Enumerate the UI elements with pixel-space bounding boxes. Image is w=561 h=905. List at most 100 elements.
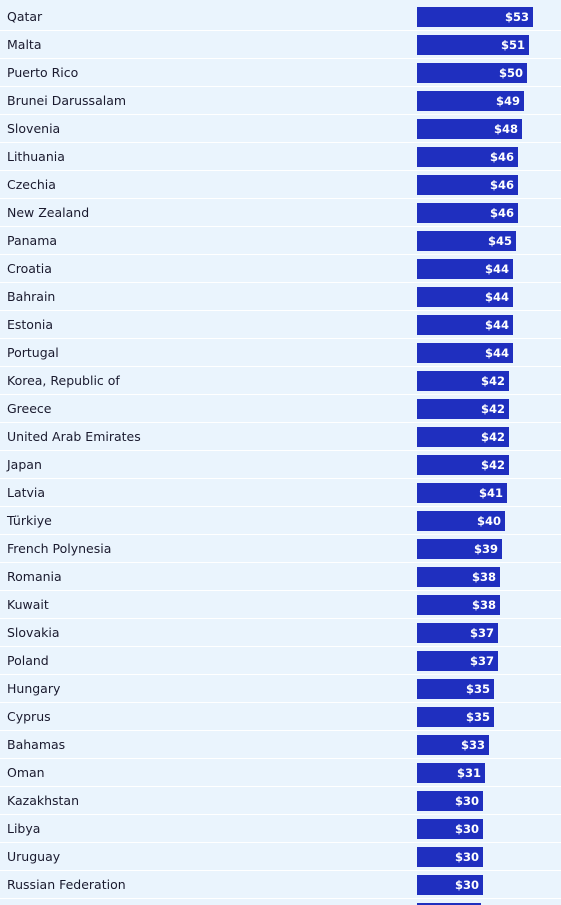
bar-value-label: $30 xyxy=(454,878,479,892)
category-label: Qatar xyxy=(7,9,43,24)
table-row: Slovakia $37 xyxy=(0,619,561,647)
table-row: Türkiye $40 xyxy=(0,507,561,535)
table-row: Poland $37 xyxy=(0,647,561,675)
table-row: Kuwait $38 xyxy=(0,591,561,619)
category-label: Brunei Darussalam xyxy=(7,93,127,108)
category-label: Japan xyxy=(7,457,42,472)
table-row: Lithuania $46 xyxy=(0,143,561,171)
table-row: French Polynesia $39 xyxy=(0,535,561,563)
category-label: Romania xyxy=(7,569,62,584)
bar-value-label: $35 xyxy=(465,710,490,724)
category-label: Czechia xyxy=(7,177,56,192)
category-label: Türkiye xyxy=(7,513,52,528)
category-label: Slovenia xyxy=(7,121,61,136)
bar: $42 xyxy=(417,427,509,447)
bar-value-label: $38 xyxy=(471,570,496,584)
bar: $41 xyxy=(417,483,507,503)
bar: $48 xyxy=(417,119,522,139)
table-row: Croatia $44 xyxy=(0,255,561,283)
bar: $44 xyxy=(417,287,513,307)
bar: $37 xyxy=(417,651,498,671)
bar-value-label: $44 xyxy=(484,290,509,304)
table-row: Malta $51 xyxy=(0,31,561,59)
table-row: Uruguay $30 xyxy=(0,843,561,871)
bar-value-label: $30 xyxy=(454,794,479,808)
bar: $42 xyxy=(417,371,509,391)
table-row: Latvia $41 xyxy=(0,479,561,507)
bar-value-label: $31 xyxy=(456,766,481,780)
category-label: Uruguay xyxy=(7,849,61,864)
category-label: Poland xyxy=(7,653,49,668)
category-label: United Arab Emirates xyxy=(7,429,141,444)
bar: $30 xyxy=(417,847,483,867)
bar-value-label: $37 xyxy=(469,626,494,640)
table-row: Brunei Darussalam $49 xyxy=(0,87,561,115)
bar-value-label: $39 xyxy=(473,542,498,556)
category-label: Latvia xyxy=(7,485,46,500)
bar: $46 xyxy=(417,203,518,223)
bar-value-label: $42 xyxy=(480,430,505,444)
table-row: Bahrain $44 xyxy=(0,283,561,311)
bar-value-label: $40 xyxy=(476,514,501,528)
category-label: Malta xyxy=(7,37,42,52)
table-row: Russian Federation $30 xyxy=(0,871,561,899)
bar-value-label: $37 xyxy=(469,654,494,668)
category-label: Lithuania xyxy=(7,149,65,164)
bar-value-label: $30 xyxy=(454,822,479,836)
bar: $44 xyxy=(417,259,513,279)
table-row: Hungary $35 xyxy=(0,675,561,703)
bar: $44 xyxy=(417,315,513,335)
bar: $35 xyxy=(417,707,494,727)
table-row: Puerto Rico $50 xyxy=(0,59,561,87)
category-label: Hungary xyxy=(7,681,61,696)
bar-value-label: $50 xyxy=(498,66,523,80)
table-row: Kazakhstan $30 xyxy=(0,787,561,815)
category-label: Panama xyxy=(7,233,58,248)
bar-value-label: $48 xyxy=(493,122,518,136)
bar: $45 xyxy=(417,231,516,251)
bar: $46 xyxy=(417,175,518,195)
bar-value-label: $42 xyxy=(480,374,505,388)
table-row: United Arab Emirates $42 xyxy=(0,423,561,451)
table-row: Panama $45 xyxy=(0,227,561,255)
bar-value-label: $44 xyxy=(484,318,509,332)
category-label: Portugal xyxy=(7,345,59,360)
category-label: Croatia xyxy=(7,261,52,276)
category-label: Slovakia xyxy=(7,625,60,640)
bar: $30 xyxy=(417,875,483,895)
category-label: Estonia xyxy=(7,317,54,332)
bar-value-label: $46 xyxy=(489,206,514,220)
category-label: Bahamas xyxy=(7,737,66,752)
table-row: Portugal $44 xyxy=(0,339,561,367)
bar-value-label: $41 xyxy=(478,486,503,500)
bar: $38 xyxy=(417,595,500,615)
bar: $46 xyxy=(417,147,518,167)
bar-value-label: $33 xyxy=(460,738,485,752)
category-label: Libya xyxy=(7,821,41,836)
bar-value-label: $45 xyxy=(487,234,512,248)
table-row: Greece $42 xyxy=(0,395,561,423)
bar-value-label: $42 xyxy=(480,458,505,472)
bar: $51 xyxy=(417,35,529,55)
bar: $42 xyxy=(417,455,509,475)
bar-value-label: $46 xyxy=(489,150,514,164)
bar: $53 xyxy=(417,7,533,27)
table-row: Slovenia $48 xyxy=(0,115,561,143)
bar-value-label: $38 xyxy=(471,598,496,612)
bar-value-label: $53 xyxy=(504,10,529,24)
bar-value-label: $46 xyxy=(489,178,514,192)
table-row: Estonia $44 xyxy=(0,311,561,339)
category-label: Korea, Republic of xyxy=(7,373,120,388)
bar: $33 xyxy=(417,735,489,755)
bar: $37 xyxy=(417,623,498,643)
category-label: Cyprus xyxy=(7,709,51,724)
table-row: Cyprus $35 xyxy=(0,703,561,731)
bar-value-label: $35 xyxy=(465,682,490,696)
bar-value-label: $44 xyxy=(484,262,509,276)
category-label: Greece xyxy=(7,401,52,416)
table-row: Libya $30 xyxy=(0,815,561,843)
category-label: Kazakhstan xyxy=(7,793,80,808)
table-row: New Zealand $46 xyxy=(0,199,561,227)
bar-value-label: $42 xyxy=(480,402,505,416)
